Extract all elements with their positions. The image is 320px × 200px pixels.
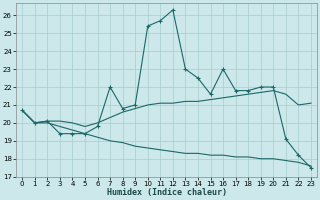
X-axis label: Humidex (Indice chaleur): Humidex (Indice chaleur)	[107, 188, 227, 197]
